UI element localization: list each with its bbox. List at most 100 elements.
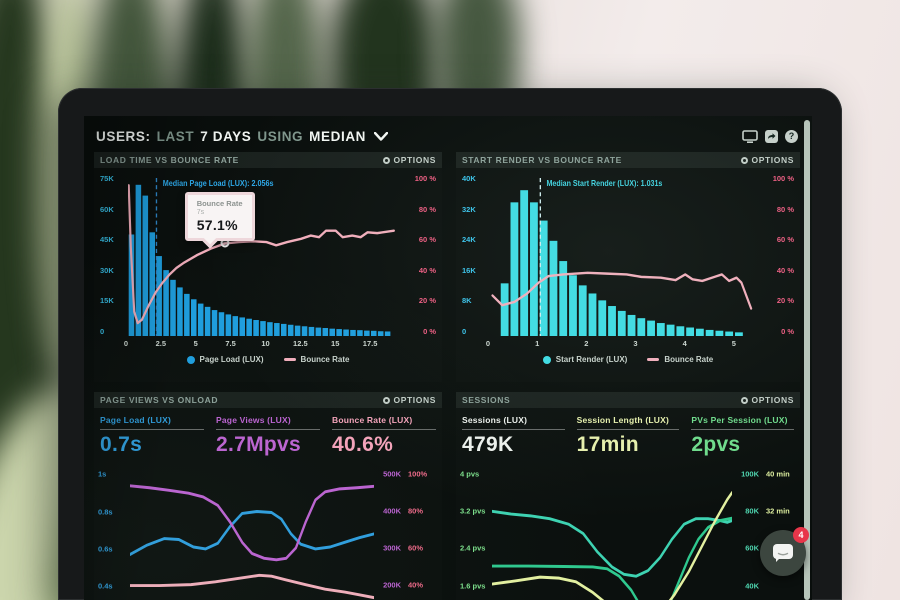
tick-label: 60K — [100, 204, 114, 214]
tick-label: 0.6s — [98, 544, 113, 554]
x-tick: 17.5 — [362, 339, 378, 348]
tooltip-title: Bounce Rate — [196, 198, 243, 208]
x-tick: 12.5 — [293, 339, 308, 348]
metric-sessions: Sessions (LUX) 479K — [462, 415, 565, 457]
tick-label: 60 % — [776, 235, 794, 245]
options-button[interactable]: OPTIONS — [740, 395, 794, 405]
tick-label: 3.2 pvs — [460, 506, 486, 516]
panel-grid: LOAD TIME VS BOUNCE RATE OPTIONS 75K 60K 4… — [94, 152, 800, 600]
y-axis-left: 40K 32K 24K 16K 8K 0 — [460, 174, 486, 336]
chart-tooltip: Bounce Rate 7s 57.1% — [184, 191, 255, 241]
tick-label: 20 % — [418, 296, 436, 306]
x-tick: 5 — [731, 339, 736, 348]
panel-title: PAGE VIEWS VS ONLOAD — [100, 395, 219, 405]
tick-label: 60 % — [418, 235, 436, 245]
chart-legend: Start Render (LUX) Bounce Rate — [456, 355, 800, 364]
tick-label: 45K — [100, 235, 114, 245]
load-time-chart[interactable]: Median Page Load (LUX): 2.056s Bounce Ra… — [128, 174, 398, 336]
tick-label: 400K 80% — [383, 506, 424, 516]
help-icon[interactable]: ? — [785, 129, 798, 143]
tick-label: 80 % — [418, 204, 436, 214]
x-tick: 2.5 — [155, 339, 167, 348]
panel-title: LOAD TIME VS BOUNCE RATE — [100, 155, 239, 165]
panel-title: SESSIONS — [462, 395, 511, 405]
legend-label: Page Load (LUX) — [199, 355, 264, 364]
page-views-chart[interactable] — [130, 463, 374, 600]
gear-icon — [740, 396, 748, 404]
y-axis-left: 1s 0.8s 0.6s 0.4s — [98, 463, 130, 600]
chat-widget[interactable]: 4 — [760, 527, 809, 576]
x-tick: 15 — [331, 339, 340, 348]
legend-swatch — [542, 355, 551, 364]
title-word: MEDIAN — [309, 128, 367, 144]
tick-label: 40K — [745, 581, 759, 591]
gear-icon — [740, 156, 748, 164]
tick-label: 8K — [462, 296, 472, 306]
y-axis-right: 100 % 80 % 60 % 40 % 20 % 0 % — [402, 174, 438, 336]
tick-label: 24K — [462, 235, 476, 245]
tick-label: 16K — [462, 265, 476, 275]
metric-pvs-per-session: PVs Per Session (LUX) 2pvs — [691, 415, 795, 457]
tick-label: 80K 32 min — [745, 506, 790, 516]
tick-label: 75K — [100, 174, 114, 183]
tick-label: 0 — [100, 326, 105, 336]
tick-label: 30K — [100, 265, 114, 275]
legend-item[interactable]: Bounce Rate — [647, 355, 713, 364]
y-axis-right: 500K 100% 400K 80% 300K 60% 200K 40% — [374, 463, 438, 600]
chat-bubble-icon — [773, 544, 793, 562]
metric-page-load: Page Load (LUX) 0.7s — [100, 415, 204, 457]
tick-label: 1s — [98, 469, 107, 479]
x-axis: 0 2.5 5 7.5 10 12.5 15 17.5 — [124, 339, 398, 351]
dashboard-header: USERS: LAST 7 DAYS USING MEDIAN ? — [94, 122, 800, 150]
legend-item[interactable]: Start Render (LUX) — [542, 355, 628, 364]
tick-label: 0 % — [423, 326, 436, 336]
panel-start-render-vs-bounce-rate: START RENDER VS BOUNCE RATE OPTIONS 40K 3… — [456, 152, 800, 382]
options-button[interactable]: OPTIONS — [382, 155, 436, 165]
x-tick: 0 — [485, 339, 491, 348]
users-filter-dropdown[interactable]: USERS: LAST 7 DAYS USING MEDIAN — [96, 128, 389, 144]
panel-title: START RENDER VS BOUNCE RATE — [462, 155, 622, 165]
scrollbar[interactable] — [804, 120, 810, 600]
tick-label: 0.8s — [98, 507, 113, 517]
x-tick: 5 — [193, 339, 198, 348]
title-word: USERS: — [96, 128, 151, 144]
sessions-chart[interactable] — [492, 463, 732, 600]
tick-label: 20 % — [776, 296, 794, 306]
x-tick: 7.5 — [225, 339, 236, 348]
panel-load-time-vs-bounce-rate: LOAD TIME VS BOUNCE RATE OPTIONS 75K 60K 4… — [94, 152, 442, 382]
tick-label: 100 % — [414, 174, 436, 183]
dashboard: USERS: LAST 7 DAYS USING MEDIAN ? — [84, 116, 812, 600]
legend-item[interactable]: Page Load (LUX) — [186, 355, 264, 364]
x-axis: 0 1 2 3 4 5 — [485, 339, 756, 351]
chevron-down-icon — [374, 131, 389, 141]
gear-icon — [382, 156, 390, 164]
legend-label: Bounce Rate — [300, 355, 350, 364]
legend-label: Bounce Rate — [664, 355, 714, 364]
share-icon[interactable] — [765, 129, 778, 143]
tick-label: 100K 40 min — [741, 469, 790, 479]
notification-badge: 4 — [793, 527, 809, 543]
header-icons: ? — [742, 129, 798, 143]
panel-page-views-vs-onload: PAGE VIEWS VS ONLOAD OPTIONS Page Load (… — [94, 392, 442, 600]
x-tick: 2 — [584, 339, 589, 348]
tick-label: 40 % — [776, 265, 794, 275]
display-icon[interactable] — [742, 129, 758, 143]
tick-label: 4 pvs — [460, 469, 480, 479]
options-button[interactable]: OPTIONS — [382, 395, 436, 405]
tick-label: 100 % — [772, 174, 794, 183]
x-tick: 3 — [633, 339, 638, 348]
metric-page-views: Page Views (LUX) 2.7Mpvs — [216, 415, 320, 457]
tick-label: 32K — [462, 204, 476, 214]
legend-label: Start Render (LUX) — [555, 355, 628, 364]
dashboard-screen: USERS: LAST 7 DAYS USING MEDIAN ? — [84, 116, 812, 600]
tick-label: 0 — [462, 326, 467, 336]
legend-swatch — [283, 358, 296, 361]
tick-label: 0 % — [781, 326, 794, 336]
start-render-chart[interactable]: Median Start Render (LUX): 1.031s — [490, 174, 756, 336]
legend-item[interactable]: Bounce Rate — [283, 355, 350, 364]
svg-text:Median Start Render (LUX): 1.0: Median Start Render (LUX): 1.031s — [547, 179, 663, 189]
tooltip-value: 57.1% — [196, 216, 238, 233]
options-button[interactable]: OPTIONS — [740, 155, 794, 165]
tick-label: 2.4 pvs — [460, 543, 486, 553]
